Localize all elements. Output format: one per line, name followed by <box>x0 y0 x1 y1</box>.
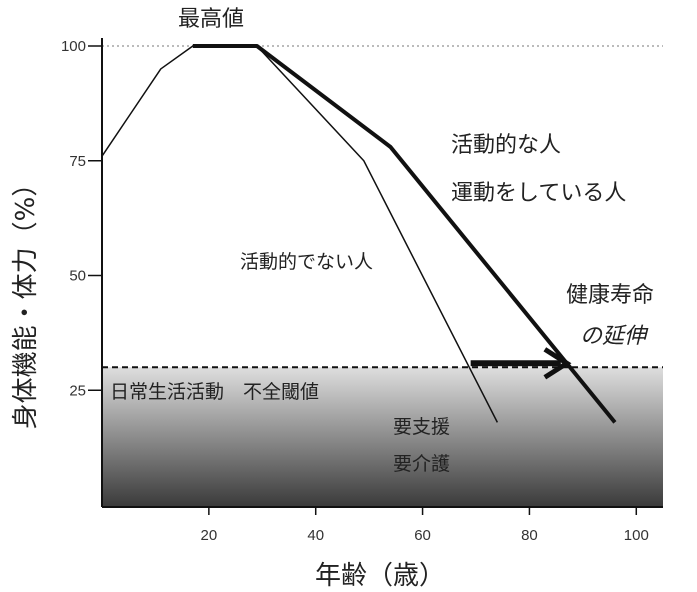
y-axis-label: 身体機能・体力（%） <box>11 171 41 430</box>
extension-label-line2: の延伸 <box>580 324 649 349</box>
y-tick-label: 100 <box>61 38 86 55</box>
axes: 20 40 60 80 100 25 50 75 100 <box>61 38 663 544</box>
series-active-line <box>192 44 617 424</box>
y-tick-label: 50 <box>69 268 86 285</box>
y-tick-label: 75 <box>69 153 86 170</box>
active-label-line1: 活動的な人 <box>451 133 561 158</box>
x-tick-label: 100 <box>624 527 649 544</box>
series-inactive-line <box>101 45 499 423</box>
shaded-region <box>102 367 663 507</box>
x-tick-label: 60 <box>414 527 431 544</box>
extension-arrow <box>470 347 572 380</box>
arrow-head <box>543 347 572 380</box>
x-tick-label: 20 <box>201 527 218 544</box>
active-label-line2: 運動をしている人 <box>451 181 626 206</box>
peak-label: 最高値 <box>178 7 244 32</box>
region-label-line1: 要支援 <box>393 416 450 438</box>
y-tick-label: 25 <box>69 382 86 399</box>
extension-label-line1: 健康寿命 <box>566 283 654 308</box>
inactive-label: 活動的でない人 <box>240 251 373 273</box>
x-tick-label: 80 <box>521 527 538 544</box>
region-label-line2: 要介護 <box>393 453 450 475</box>
x-tick-label: 40 <box>307 527 324 544</box>
x-axis-label: 年齢（歳） <box>315 561 445 591</box>
threshold-label: 日常生活活動 不全閾値 <box>110 381 319 403</box>
